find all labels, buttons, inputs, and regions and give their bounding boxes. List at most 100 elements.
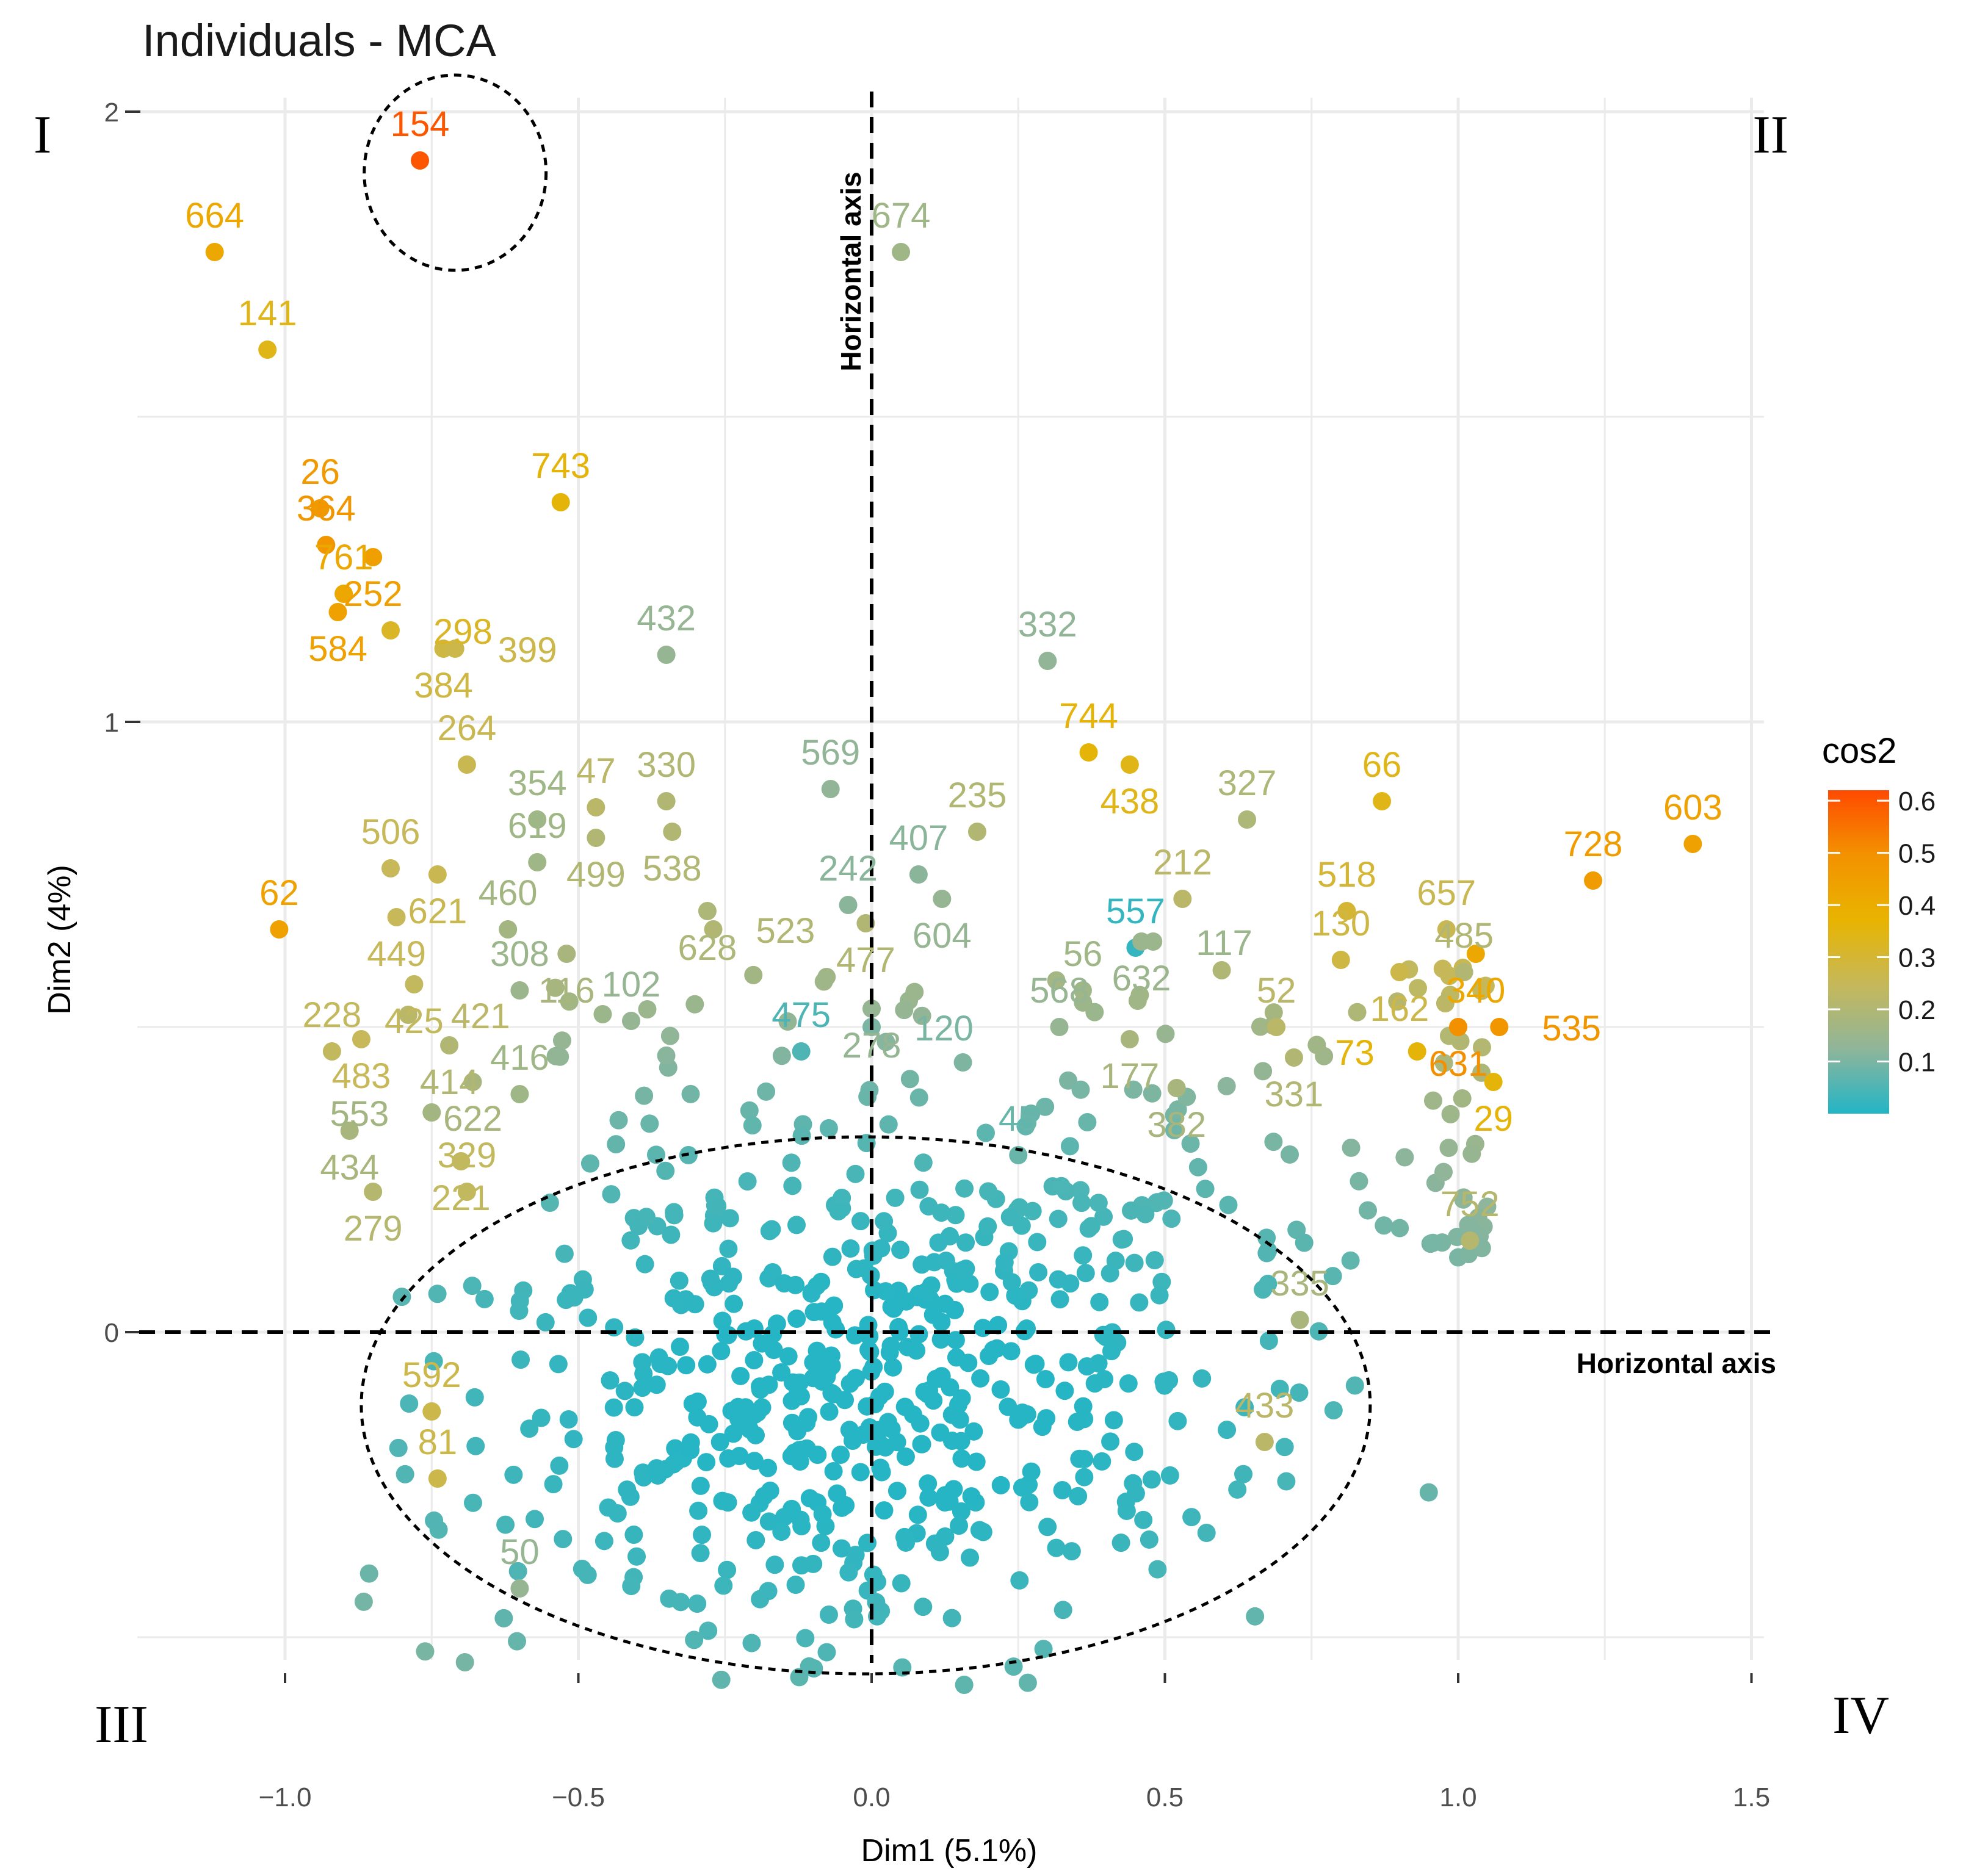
data-point-483: [352, 1030, 370, 1048]
data-point: [757, 1082, 776, 1101]
data-point: [763, 1263, 782, 1281]
point-label-364: 364: [297, 489, 356, 528]
data-point-414: [440, 1036, 459, 1054]
data-point: [980, 1283, 999, 1302]
point-label-177: 177: [1100, 1056, 1159, 1096]
data-point-130: [1331, 951, 1350, 969]
data-point: [665, 1203, 684, 1222]
data-point: [1234, 1465, 1253, 1483]
data-point-26: [311, 499, 330, 517]
data-point-154: [411, 151, 430, 170]
data-point-628: [698, 902, 717, 920]
data-point: [508, 1562, 527, 1580]
point-label-327: 327: [1218, 763, 1277, 803]
data-point-433: [1255, 1433, 1274, 1451]
data-point-45: [1009, 1146, 1028, 1164]
data-point: [557, 1291, 576, 1310]
data-point: [991, 1380, 1010, 1399]
data-point: [1126, 1484, 1145, 1503]
data-point: [952, 1449, 971, 1468]
data-point: [575, 1280, 594, 1299]
data-point: [360, 1564, 378, 1583]
data-point: [909, 1088, 928, 1107]
point-label-523: 523: [756, 911, 815, 951]
data-point: [978, 1217, 997, 1236]
point-label-538: 538: [643, 849, 702, 888]
data-point: [1217, 1076, 1236, 1095]
point-label-384: 384: [414, 666, 473, 705]
data-point-568: [1050, 1018, 1069, 1036]
data-point: [1002, 1342, 1021, 1361]
data-point: [573, 1560, 591, 1579]
data-point: [466, 1436, 485, 1455]
data-point: [858, 1087, 877, 1106]
data-point-47: [587, 798, 605, 816]
data-point-752: [1461, 1231, 1480, 1250]
data-point: [1388, 992, 1407, 1011]
data-point: [1036, 1370, 1055, 1389]
data-point: [714, 1576, 733, 1595]
data-point: [1022, 1462, 1041, 1481]
data-point: [1390, 1219, 1409, 1238]
data-point: [961, 1548, 980, 1567]
data-point: [1053, 1481, 1072, 1500]
data-point: [532, 1408, 551, 1427]
data-point: [1010, 1571, 1029, 1590]
data-point-603: [1683, 835, 1702, 853]
data-point: [875, 1501, 894, 1520]
point-label-382: 382: [1147, 1105, 1206, 1145]
x-tick-label: 1.5: [1733, 1782, 1770, 1812]
data-point: [699, 1621, 718, 1640]
point-label-628: 628: [678, 928, 737, 968]
data-point: [1295, 1233, 1314, 1252]
data-point: [602, 1185, 621, 1204]
data-point: [465, 1388, 484, 1407]
data-point: [635, 1255, 654, 1274]
data-point: [693, 1526, 712, 1544]
point-label-212: 212: [1153, 843, 1212, 882]
data-point: [1359, 1201, 1378, 1220]
data-point-535: [1490, 1018, 1509, 1036]
point-label-568: 568: [1030, 971, 1089, 1011]
point-label-744: 744: [1059, 696, 1118, 736]
point-label-506: 506: [361, 812, 421, 852]
data-point: [1038, 1518, 1057, 1537]
data-point: [960, 1274, 979, 1293]
data-point: [814, 972, 833, 991]
data-point: [792, 1387, 811, 1406]
data-point: [879, 1115, 898, 1134]
data-point: [878, 1413, 897, 1432]
data-point-569: [821, 780, 840, 798]
data-point: [742, 1634, 761, 1652]
data-point: [1059, 1353, 1078, 1372]
data-point: [820, 1402, 839, 1421]
data-point: [608, 1504, 627, 1523]
data-point: [884, 1358, 903, 1377]
data-point: [716, 1325, 735, 1344]
data-point: [1462, 1144, 1481, 1163]
data-point: [354, 1592, 373, 1611]
data-point: [1068, 1413, 1086, 1432]
data-point: [759, 1458, 778, 1477]
point-label-242: 242: [819, 849, 878, 888]
data-point: [618, 1480, 637, 1499]
data-point: [546, 1047, 565, 1065]
data-point: [1075, 1450, 1094, 1469]
data-point: [722, 1402, 741, 1421]
data-point-228: [322, 1042, 341, 1061]
point-label-604: 604: [913, 916, 972, 956]
data-point: [977, 1123, 996, 1142]
data-point: [956, 1233, 975, 1252]
data-point: [833, 1498, 851, 1517]
data-point: [855, 1259, 874, 1278]
data-point-434: [340, 1122, 359, 1140]
point-label-499: 499: [566, 855, 626, 895]
data-point: [389, 1438, 408, 1457]
point-label-631: 631: [1429, 1044, 1488, 1084]
x-tick-label: −0.5: [552, 1782, 605, 1812]
data-point: [496, 1515, 515, 1534]
data-point-743: [551, 493, 570, 511]
data-point-728: [1584, 871, 1603, 890]
data-point: [759, 1512, 778, 1531]
point-label-399: 399: [498, 630, 557, 670]
